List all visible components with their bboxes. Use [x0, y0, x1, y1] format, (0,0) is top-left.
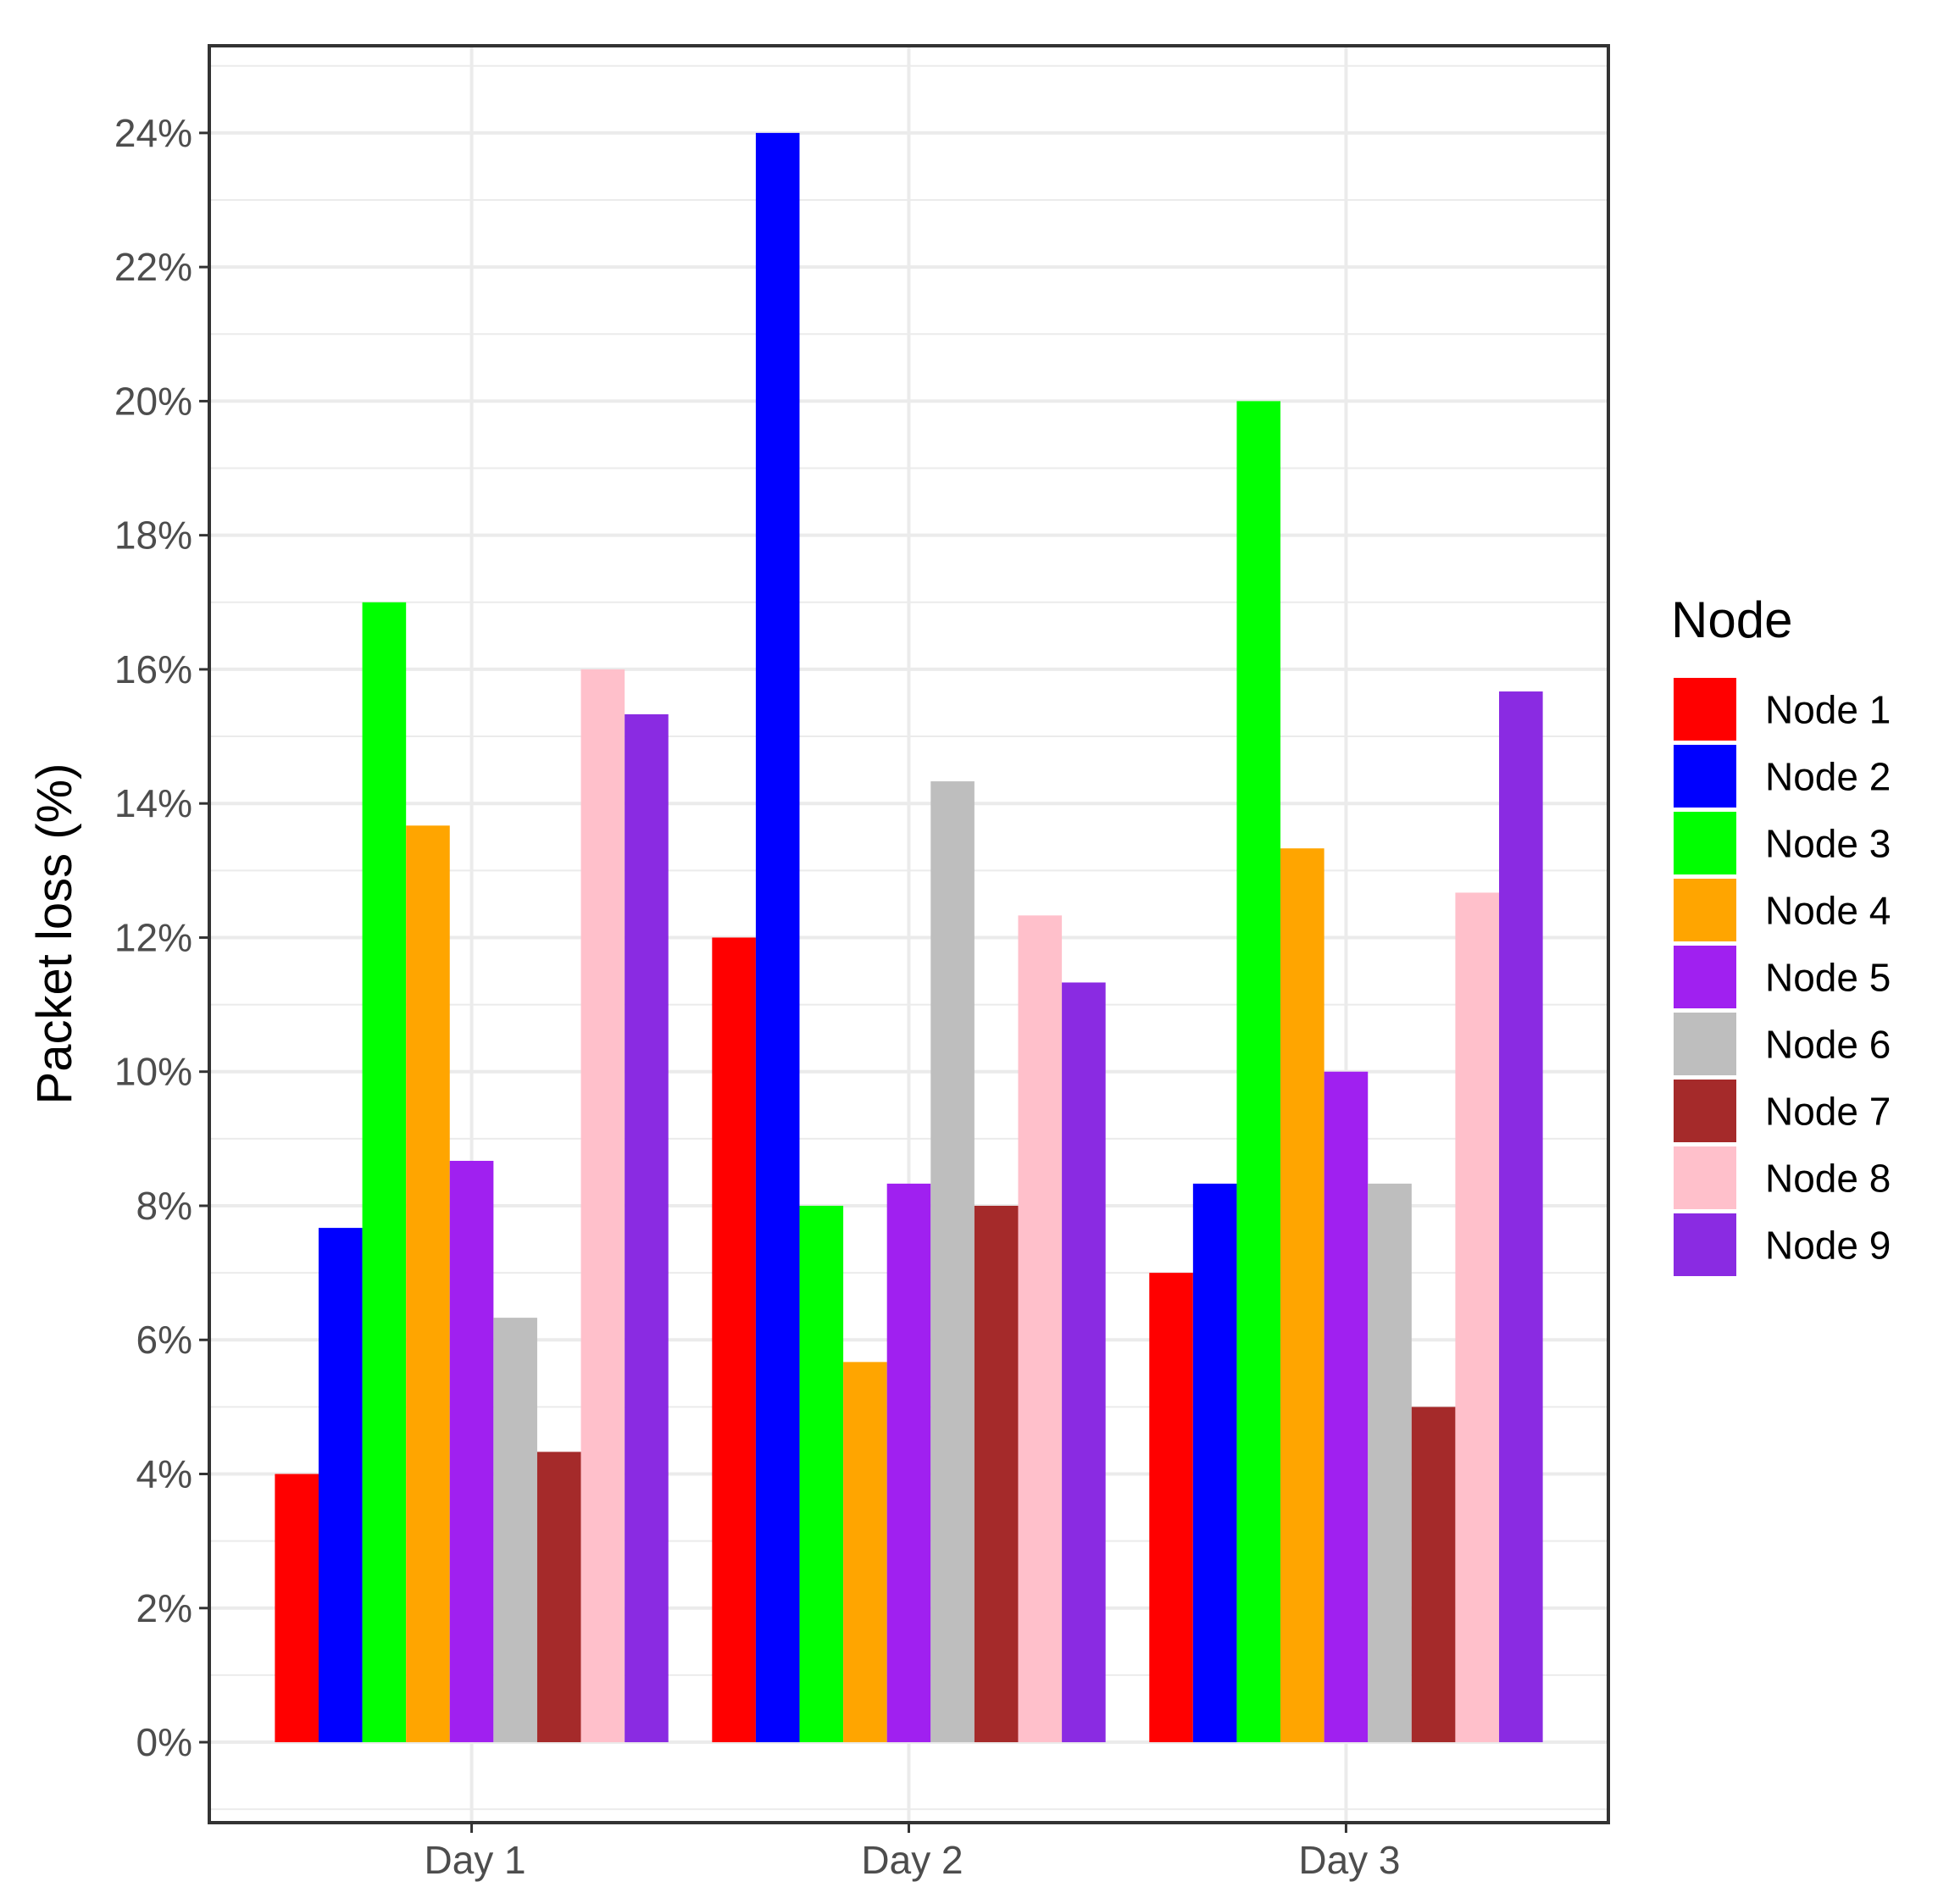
bar: [1062, 982, 1106, 1743]
bar: [406, 825, 450, 1743]
bar: [886, 1183, 931, 1743]
y-tick-label: 16%: [114, 647, 192, 691]
legend-label: Node 5: [1765, 956, 1891, 1000]
y-axis: 0% 2% 4% 6% 8% 10% 12% 14% 16% 18% 20% 22% 24%: [114, 111, 209, 1764]
y-tick-label: 18%: [114, 513, 192, 558]
bar: [1499, 691, 1543, 1743]
bar: [1192, 1183, 1237, 1743]
y-tick-label: 12%: [114, 915, 192, 959]
legend-key: [1674, 678, 1736, 741]
legend: Node Node 1 Node 2 Node 3 Node 4 Node 5 Node …: [1671, 591, 1891, 1276]
y-tick-label: 22%: [114, 245, 192, 289]
bar: [1018, 915, 1063, 1743]
x-tick-label: Day 2: [861, 1838, 963, 1882]
bar: [625, 713, 669, 1743]
y-tick-label: 24%: [114, 111, 192, 155]
bar: [974, 1205, 1019, 1743]
legend-label: Node 7: [1765, 1090, 1891, 1134]
bar: [580, 669, 625, 1743]
bar: [1280, 848, 1324, 1743]
bar: [493, 1318, 537, 1743]
y-tick-label: 4%: [136, 1452, 192, 1496]
legend-label: Node 2: [1765, 755, 1891, 799]
y-tick-label: 0%: [136, 1720, 192, 1764]
bar: [930, 781, 975, 1743]
bar: [536, 1452, 581, 1743]
y-tick-label: 10%: [114, 1050, 192, 1094]
bar: [1455, 892, 1500, 1743]
legend-key: [1674, 812, 1736, 874]
bar: [1149, 1273, 1193, 1743]
bars: [275, 132, 1543, 1743]
x-tick-label: Day 1: [424, 1838, 525, 1882]
bar: [712, 937, 756, 1743]
bar: [755, 132, 800, 1743]
bar: [1236, 401, 1281, 1743]
y-tick-label: 20%: [114, 379, 192, 423]
y-tick-label: 6%: [136, 1318, 192, 1362]
y-tick-label: 2%: [136, 1586, 192, 1630]
bar: [1368, 1183, 1412, 1743]
legend-key: [1674, 1080, 1736, 1142]
legend-key: [1674, 1013, 1736, 1075]
legend-label: Node 6: [1765, 1023, 1891, 1067]
legend-key: [1674, 745, 1736, 808]
legend-label: Node 9: [1765, 1224, 1891, 1268]
y-tick-label: 8%: [136, 1184, 192, 1228]
bar: [1411, 1407, 1456, 1743]
legend-label: Node 1: [1765, 688, 1891, 732]
bar: [843, 1362, 887, 1743]
y-tick-label: 14%: [114, 781, 192, 825]
legend-key: [1674, 946, 1736, 1008]
legend-label: Node 8: [1765, 1157, 1891, 1201]
legend-key: [1674, 1213, 1736, 1276]
bar: [362, 602, 407, 1743]
bar: [275, 1474, 319, 1743]
legend-key: [1674, 1146, 1736, 1209]
y-axis-title: Packet loss (%): [27, 763, 82, 1105]
bar: [1324, 1071, 1369, 1743]
legend-label: Node 4: [1765, 889, 1891, 933]
x-axis: Day 1 Day 2 Day 3: [424, 1823, 1401, 1882]
x-tick-label: Day 3: [1298, 1838, 1400, 1882]
bar: [318, 1228, 363, 1743]
legend-key: [1674, 879, 1736, 941]
bar: [449, 1160, 494, 1743]
legend-label: Node 3: [1765, 822, 1891, 866]
bar: [799, 1205, 844, 1743]
legend-title: Node: [1671, 591, 1792, 648]
